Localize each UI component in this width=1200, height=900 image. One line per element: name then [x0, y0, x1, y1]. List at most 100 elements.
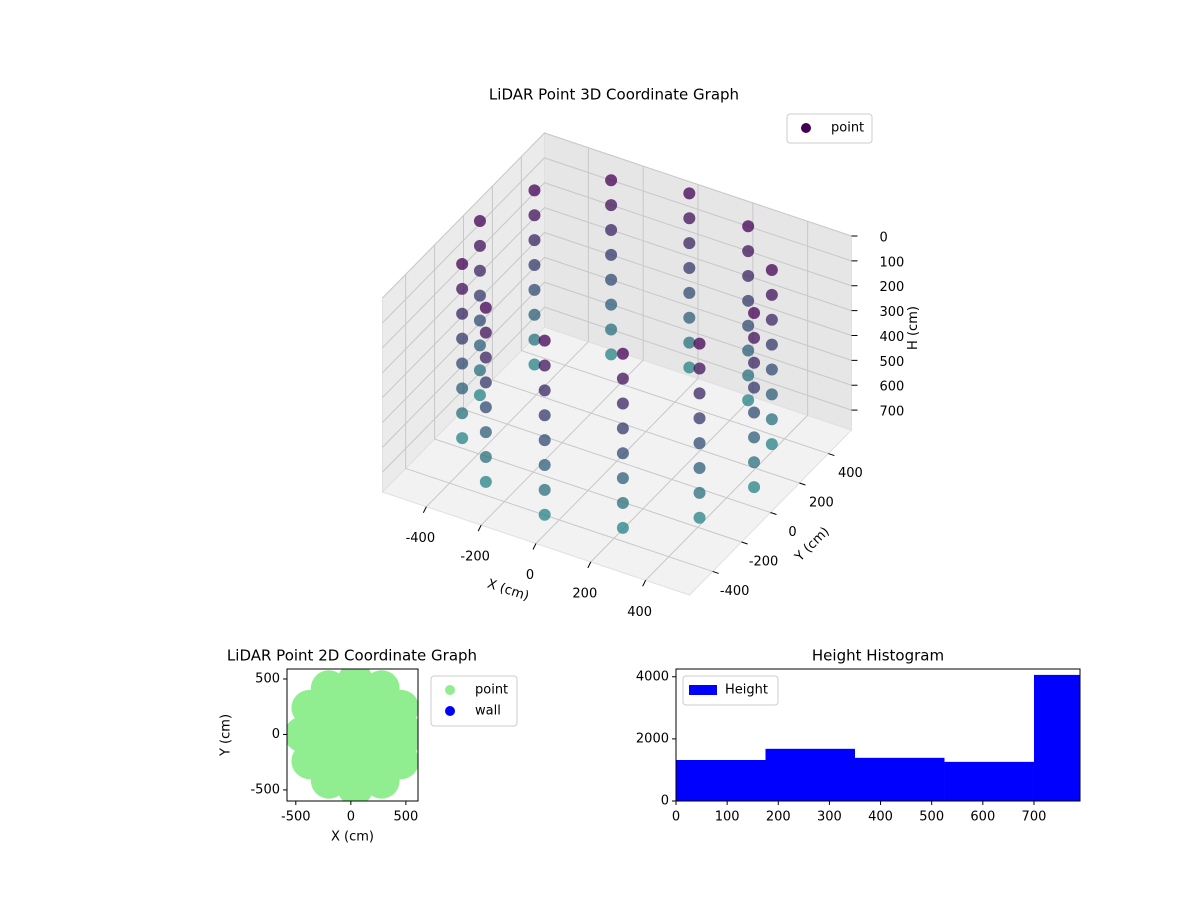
- point: [538, 359, 551, 372]
- point: [538, 334, 551, 347]
- point: [748, 456, 761, 469]
- x-axis-label: X (cm): [485, 577, 531, 605]
- point: [742, 344, 755, 357]
- point: [748, 431, 761, 444]
- x-tick-label: 500: [393, 810, 418, 825]
- point: [765, 438, 778, 451]
- point: [748, 381, 761, 394]
- point: [616, 472, 629, 485]
- point: [683, 187, 696, 200]
- x-tick-label: 200: [766, 810, 791, 825]
- point: [538, 434, 551, 447]
- point: [605, 348, 618, 361]
- point: [479, 475, 492, 488]
- x-tick-label: 600: [970, 810, 995, 825]
- point: [748, 406, 761, 419]
- point: [616, 397, 629, 410]
- chart-title: Height Histogram: [812, 647, 944, 665]
- x-tick: [642, 580, 647, 587]
- point: [683, 261, 696, 274]
- x-axis-label: X (cm): [331, 830, 374, 845]
- axes-frame: [286, 668, 419, 802]
- point: [473, 239, 486, 252]
- point: [479, 301, 492, 314]
- y-tick-label: 0: [788, 525, 796, 540]
- point: [616, 372, 629, 385]
- z-tick-label: 500: [880, 355, 905, 370]
- grid-line: [480, 166, 644, 526]
- point: [765, 288, 778, 301]
- x-tick: [587, 561, 592, 569]
- point: [748, 306, 761, 319]
- x-tick-label: 0: [526, 568, 534, 583]
- point: [616, 447, 629, 460]
- legend-marker: [689, 685, 717, 695]
- point: [742, 369, 755, 382]
- point: [693, 437, 706, 450]
- x-tick-label: 400: [627, 605, 652, 620]
- point: [538, 483, 551, 496]
- point: [528, 234, 541, 247]
- y-tick-label: -500: [250, 782, 280, 797]
- point: [742, 394, 755, 407]
- point: [479, 426, 492, 439]
- chart-title: LiDAR Point 2D Coordinate Graph: [227, 647, 477, 665]
- y-tick-label: -200: [749, 554, 779, 569]
- point: [693, 462, 706, 475]
- legend-marker: [801, 123, 811, 133]
- point: [528, 258, 541, 271]
- axes-frame: [675, 668, 1081, 802]
- x-tick-label: 200: [572, 586, 597, 601]
- point: [528, 184, 541, 197]
- point: [616, 347, 629, 360]
- point: [605, 323, 618, 336]
- point: [765, 388, 778, 401]
- point: [693, 387, 706, 400]
- z-axis-label: H (cm): [906, 306, 921, 350]
- point: [683, 237, 696, 250]
- point: [616, 521, 629, 534]
- x-tick-label: -200: [460, 550, 490, 565]
- legend-box: [682, 675, 779, 706]
- y-tick-label: 2000: [636, 731, 669, 746]
- point: [605, 174, 618, 187]
- point: [538, 459, 551, 472]
- point: [693, 337, 706, 350]
- legend-label: Height: [725, 683, 768, 698]
- z-tick-label: 0: [880, 231, 888, 246]
- point: [456, 432, 469, 445]
- point: [605, 248, 618, 261]
- point: [748, 356, 761, 369]
- point: [683, 311, 696, 324]
- point: [473, 364, 486, 377]
- point: [748, 331, 761, 344]
- x-tick-label: 400: [868, 810, 893, 825]
- x-tick-label: 100: [715, 810, 740, 825]
- point: [528, 283, 541, 296]
- y-tick-label: 500: [255, 671, 280, 686]
- point: [742, 220, 755, 233]
- point: [748, 481, 761, 494]
- point: [616, 497, 629, 510]
- point: [605, 273, 618, 286]
- point: [765, 263, 778, 276]
- legend-label: point: [475, 683, 508, 698]
- point: [479, 351, 492, 364]
- y-tick-label: -400: [720, 584, 750, 599]
- bar: [676, 760, 766, 801]
- legend-box: [786, 113, 873, 144]
- point: [683, 336, 696, 349]
- point: [473, 215, 486, 228]
- legend-marker: [445, 685, 455, 695]
- y-tick-label: 400: [838, 466, 863, 481]
- x-tick-label: 700: [1022, 810, 1047, 825]
- y-axis-label: Y (cm): [792, 524, 833, 565]
- point: [456, 282, 469, 295]
- point: [693, 511, 706, 524]
- grid-line: [382, 132, 852, 299]
- point: [605, 223, 618, 236]
- z-tick-label: 700: [880, 405, 905, 420]
- grid-line: [434, 244, 742, 543]
- x-tick-label: -400: [406, 531, 436, 546]
